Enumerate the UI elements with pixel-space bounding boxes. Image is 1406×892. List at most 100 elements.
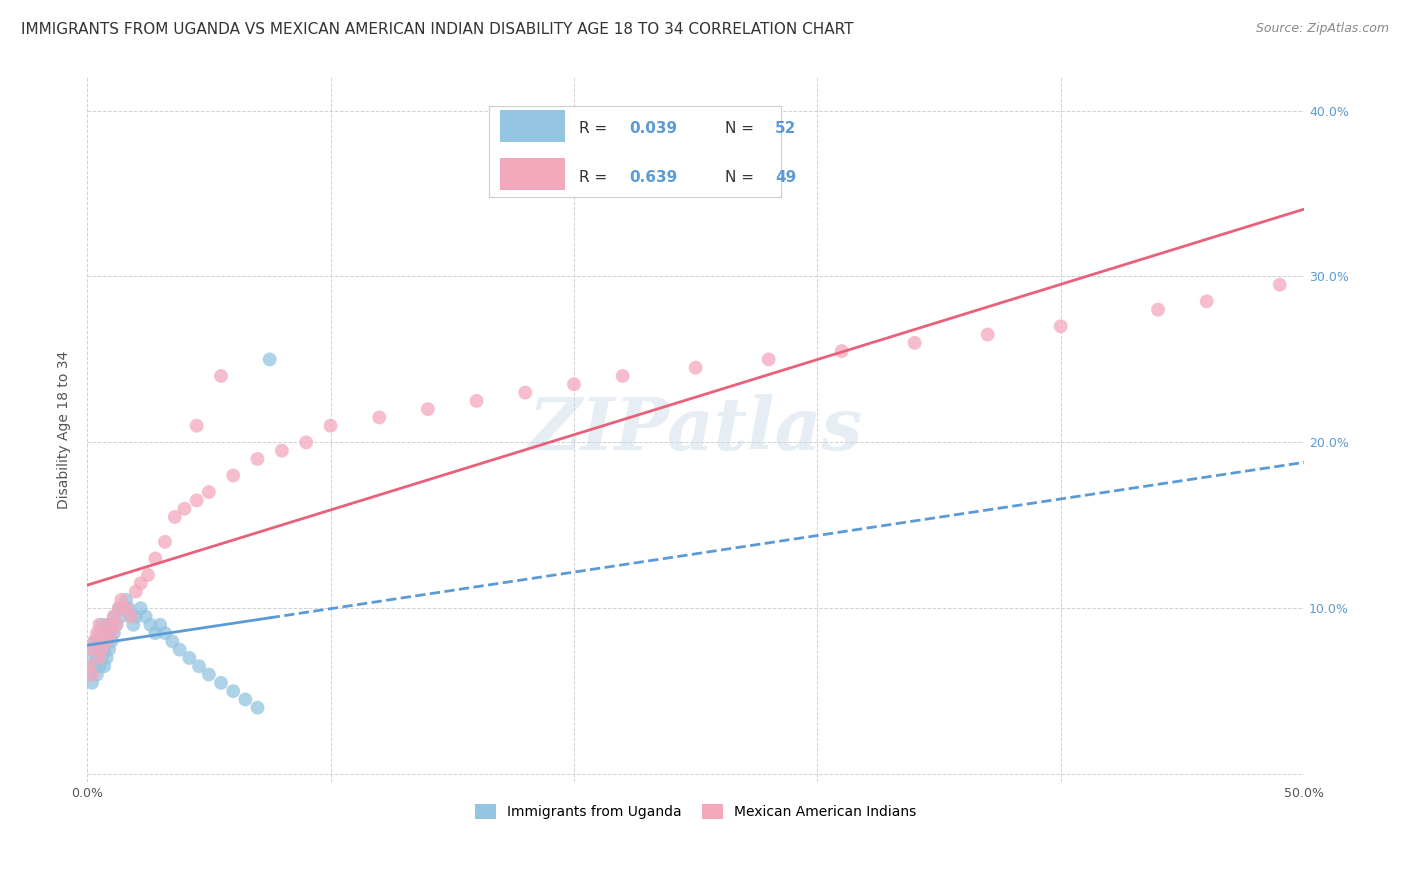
Point <box>976 327 998 342</box>
Point <box>129 601 152 615</box>
Point <box>105 617 128 632</box>
Point <box>86 634 108 648</box>
Point <box>103 609 125 624</box>
Point <box>89 626 111 640</box>
Point <box>198 667 221 681</box>
Point <box>246 700 269 714</box>
Point <box>129 576 152 591</box>
Point <box>100 626 122 640</box>
Point <box>79 659 101 673</box>
Point <box>1147 302 1170 317</box>
Point <box>100 634 122 648</box>
Point <box>96 617 118 632</box>
Point <box>90 651 112 665</box>
Point <box>125 584 148 599</box>
Text: Source: ZipAtlas.com: Source: ZipAtlas.com <box>1256 22 1389 36</box>
Legend: Immigrants from Uganda, Mexican American Indians: Immigrants from Uganda, Mexican American… <box>470 799 922 825</box>
Point <box>120 609 142 624</box>
Point <box>179 651 201 665</box>
Point <box>89 642 111 657</box>
Point <box>90 642 112 657</box>
Point <box>98 626 121 640</box>
Point <box>80 667 103 681</box>
Point <box>685 360 707 375</box>
Point <box>80 651 103 665</box>
Point <box>79 667 101 681</box>
Point <box>188 659 211 673</box>
Point <box>89 659 111 673</box>
Point <box>93 626 115 640</box>
Point <box>80 676 103 690</box>
Point <box>107 601 129 615</box>
Point <box>112 601 135 615</box>
Point <box>235 692 257 706</box>
Point <box>186 493 208 508</box>
Point <box>1049 319 1071 334</box>
Point <box>100 617 122 632</box>
Point <box>416 402 439 417</box>
Point <box>162 634 184 648</box>
Point <box>89 651 111 665</box>
Point <box>122 617 145 632</box>
Text: ZIPatlas: ZIPatlas <box>529 394 863 466</box>
Text: IMMIGRANTS FROM UGANDA VS MEXICAN AMERICAN INDIAN DISABILITY AGE 18 TO 34 CORREL: IMMIGRANTS FROM UGANDA VS MEXICAN AMERIC… <box>21 22 853 37</box>
Point <box>90 617 112 632</box>
Point <box>173 501 195 516</box>
Point <box>259 352 281 367</box>
Point <box>107 601 129 615</box>
Point <box>1195 294 1218 309</box>
Point <box>83 634 105 648</box>
Point <box>135 609 157 624</box>
Point <box>93 642 115 657</box>
Point <box>143 551 166 566</box>
Point <box>96 634 118 648</box>
Point <box>103 626 125 640</box>
Point <box>169 642 191 657</box>
Point <box>209 676 232 690</box>
Point <box>96 651 118 665</box>
Point <box>80 642 103 657</box>
Point <box>904 335 927 350</box>
Point <box>86 651 108 665</box>
Point <box>465 393 488 408</box>
Point <box>83 642 105 657</box>
Point <box>515 385 537 400</box>
Point <box>110 593 132 607</box>
Point <box>110 609 132 624</box>
Point <box>136 568 159 582</box>
Point <box>612 369 634 384</box>
Point <box>209 369 232 384</box>
Point <box>98 642 121 657</box>
Point <box>120 609 142 624</box>
Point <box>295 435 318 450</box>
Point <box>246 451 269 466</box>
Point <box>90 634 112 648</box>
Point <box>115 601 138 615</box>
Point <box>96 634 118 648</box>
Point <box>143 626 166 640</box>
Point <box>86 626 108 640</box>
Point <box>105 617 128 632</box>
Point <box>153 626 176 640</box>
Point <box>319 418 342 433</box>
Point <box>93 626 115 640</box>
Point <box>139 617 162 632</box>
Point <box>270 443 292 458</box>
Point <box>83 634 105 648</box>
Point <box>758 352 780 367</box>
Point <box>125 609 148 624</box>
Point <box>198 485 221 500</box>
Point <box>222 684 245 698</box>
Point <box>186 418 208 433</box>
Point <box>1268 277 1291 292</box>
Point <box>117 601 139 615</box>
Point <box>98 617 121 632</box>
Point <box>89 617 111 632</box>
Point <box>83 659 105 673</box>
Point <box>149 617 172 632</box>
Point <box>86 667 108 681</box>
Point <box>222 468 245 483</box>
Point <box>368 410 391 425</box>
Point <box>562 377 585 392</box>
Point <box>115 593 138 607</box>
